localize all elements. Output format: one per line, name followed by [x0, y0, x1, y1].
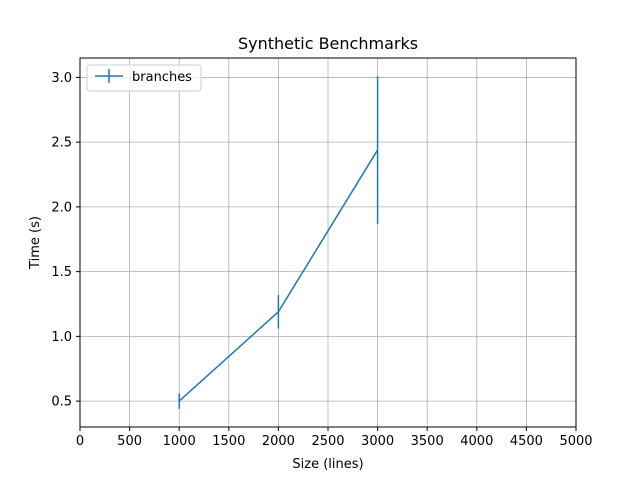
legend: branches: [86, 64, 202, 92]
y-tick-label: 2.5: [51, 136, 72, 151]
x-tick-label: 1500: [212, 434, 245, 449]
x-tick-label: 0: [76, 434, 84, 449]
x-tick-label: 2000: [262, 434, 295, 449]
x-tick-label: 3500: [411, 434, 444, 449]
x-axis-label: Size (lines): [292, 457, 363, 472]
x-tick-label: 3000: [361, 434, 394, 449]
y-tick-label: 3.0: [51, 71, 72, 86]
grid-layer: [79, 58, 577, 427]
tick-layer: 0 500 1000 1500 2000 2500 3000 3500 4000 4500 5000…: [51, 71, 592, 449]
x-tick-label: 4500: [510, 434, 543, 449]
x-tick-label: 1000: [163, 434, 196, 449]
y-tick-label: 0.5: [51, 395, 72, 410]
x-tick-label: 2500: [311, 434, 344, 449]
x-tick-label: 500: [117, 434, 142, 449]
x-tick-label: 4000: [460, 434, 493, 449]
x-tick-label: 5000: [559, 434, 592, 449]
y-tick-label: 1.0: [51, 330, 72, 345]
chart-title: Synthetic Benchmarks: [238, 34, 418, 53]
data-layer: [178, 76, 379, 409]
legend-box: [86, 64, 202, 92]
y-tick-label: 2.0: [51, 200, 72, 215]
legend-label-branches: branches: [132, 70, 192, 85]
y-axis-label: Time (s): [28, 216, 43, 270]
y-tick-label: 1.5: [51, 265, 72, 280]
